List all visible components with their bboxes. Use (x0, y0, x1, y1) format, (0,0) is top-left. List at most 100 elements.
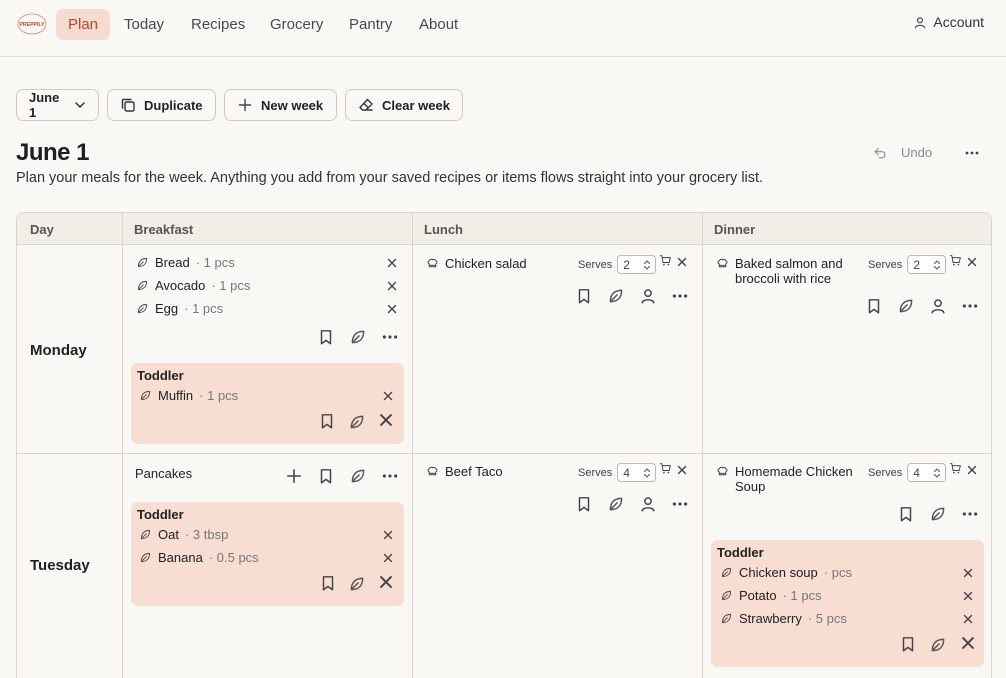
leaf-icon[interactable] (349, 467, 367, 485)
more-icon[interactable] (671, 495, 689, 513)
bookmark-icon[interactable] (319, 574, 337, 592)
leaf-icon (136, 279, 149, 292)
item-qty: · 1 pcs (211, 278, 251, 293)
close-icon[interactable] (387, 258, 397, 268)
page-more-icon[interactable] (962, 145, 982, 161)
person-icon[interactable] (639, 495, 657, 513)
list-item: Chicken soup · pcs (720, 565, 852, 580)
close-icon[interactable] (677, 257, 687, 267)
close-icon[interactable] (677, 465, 687, 475)
more-icon[interactable] (961, 505, 979, 523)
leaf-icon (720, 612, 733, 625)
leaf-icon[interactable] (607, 495, 625, 513)
serves-label: Serves (868, 466, 903, 479)
close-icon[interactable] (963, 568, 973, 578)
serves-stepper[interactable]: 4 (907, 463, 947, 482)
chevron-down-icon (75, 102, 85, 108)
close-icon[interactable] (963, 591, 973, 601)
cart-icon[interactable] (659, 254, 672, 267)
meal-entry[interactable]: Baked salmon and broccoli with rice (716, 256, 846, 286)
clear-week-button[interactable]: Clear week (345, 89, 463, 121)
week-select[interactable]: June 1 (16, 89, 99, 121)
clear-week-label: Clear week (382, 97, 450, 113)
close-icon[interactable] (383, 530, 393, 540)
close-icon[interactable] (967, 465, 977, 475)
item-name: Oat (158, 527, 179, 542)
duplicate-button[interactable]: Duplicate (107, 89, 216, 121)
meal-entry[interactable]: Pancakes (135, 466, 192, 481)
eraser-icon (359, 98, 373, 111)
bookmark-icon[interactable] (317, 467, 335, 485)
nav-plan[interactable]: Plan (56, 9, 111, 40)
serves-stepper[interactable]: 2 (907, 255, 947, 274)
close-icon[interactable] (383, 553, 393, 563)
serves-label: Serves (868, 258, 903, 271)
leaf-icon[interactable] (348, 575, 366, 593)
meal-entry[interactable]: Chicken salad (426, 256, 527, 271)
meal-entry[interactable]: Homemade Chicken Soup (716, 464, 856, 494)
serves-value: 4 (913, 465, 920, 480)
item-name: Bread (155, 255, 190, 270)
new-week-button[interactable]: New week (224, 89, 337, 121)
preppily-logo[interactable]: PREPPILY (17, 13, 47, 35)
leaf-icon[interactable] (348, 413, 366, 431)
close-icon[interactable] (387, 281, 397, 291)
leaf-icon[interactable] (929, 636, 947, 654)
toddler-card: Toddler Chicken soup · pcs Potato · 1 pcs … (711, 540, 984, 667)
close-icon[interactable] (961, 636, 975, 650)
bookmark-icon[interactable] (865, 297, 883, 315)
serves-control: Serves 2 (868, 255, 947, 274)
bookmark-icon[interactable] (897, 505, 915, 523)
more-icon[interactable] (381, 328, 399, 346)
leaf-icon[interactable] (897, 297, 915, 315)
column-divider (702, 213, 703, 678)
leaf-icon[interactable] (929, 505, 947, 523)
close-icon[interactable] (967, 257, 977, 267)
meal-entry[interactable]: Beef Taco (426, 464, 503, 479)
person-icon[interactable] (929, 297, 947, 315)
leaf-icon (720, 566, 733, 579)
account-link[interactable]: Account (913, 14, 984, 30)
list-item: Bread · 1 pcs (136, 255, 235, 270)
bookmark-icon[interactable] (575, 287, 593, 305)
stepper-arrows-icon (643, 467, 651, 479)
bookmark-icon[interactable] (575, 495, 593, 513)
meal-name: Beef Taco (445, 464, 503, 479)
close-icon[interactable] (383, 391, 393, 401)
close-icon[interactable] (379, 413, 393, 427)
undo-button[interactable]: Undo (873, 145, 932, 160)
header-lunch: Lunch (424, 222, 463, 237)
cart-icon[interactable] (949, 254, 962, 267)
logo-text: PREPPILY (19, 22, 45, 28)
more-icon[interactable] (961, 297, 979, 315)
bookmark-icon[interactable] (317, 328, 335, 346)
cart-icon[interactable] (659, 462, 672, 475)
chef-hat-icon (426, 257, 439, 270)
top-navigation: PREPPILY Plan Today Recipes Grocery Pant… (0, 0, 1006, 57)
nav-about[interactable]: About (419, 16, 459, 33)
more-icon[interactable] (381, 467, 399, 485)
close-icon[interactable] (387, 304, 397, 314)
toddler-label: Toddler (137, 507, 184, 522)
close-icon[interactable] (379, 575, 393, 589)
serves-label: Serves (578, 258, 613, 271)
plus-icon[interactable] (285, 467, 303, 485)
leaf-icon[interactable] (607, 287, 625, 305)
serves-control: Serves 2 (578, 255, 657, 274)
nav-recipes[interactable]: Recipes (191, 16, 246, 33)
bookmark-icon[interactable] (318, 412, 336, 430)
cart-icon[interactable] (949, 462, 962, 475)
serves-stepper[interactable]: 4 (617, 463, 657, 482)
stepper-arrows-icon (643, 259, 651, 271)
nav-today[interactable]: Today (124, 16, 165, 33)
leaf-icon[interactable] (349, 328, 367, 346)
more-icon[interactable] (671, 287, 689, 305)
nav-grocery[interactable]: Grocery (270, 16, 324, 33)
header-day: Day (30, 222, 54, 237)
serves-stepper[interactable]: 2 (617, 255, 657, 274)
nav-pantry[interactable]: Pantry (349, 16, 393, 33)
close-icon[interactable] (963, 614, 973, 624)
grid-header: Day Breakfast Lunch Dinner (17, 213, 991, 245)
person-icon[interactable] (639, 287, 657, 305)
bookmark-icon[interactable] (899, 635, 917, 653)
